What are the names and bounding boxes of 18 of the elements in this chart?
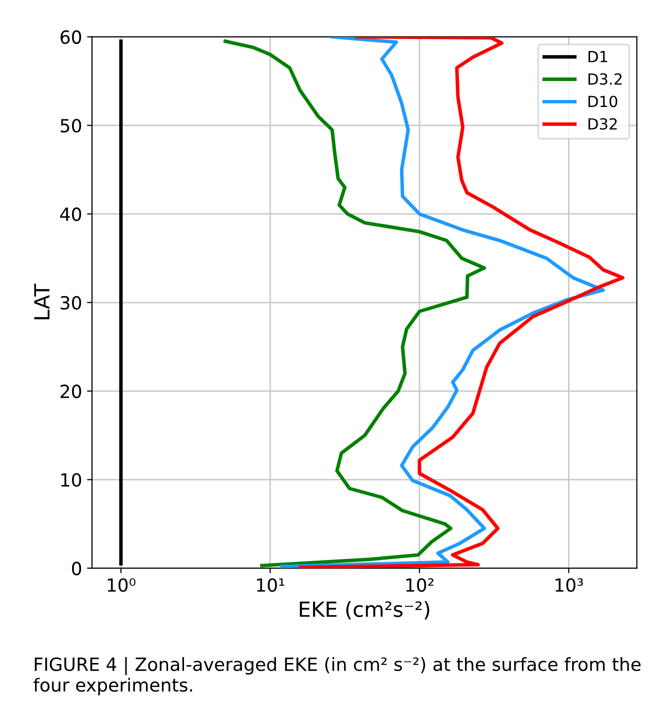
x-tick-label: 10⁰	[108, 578, 136, 592]
legend-label: D10	[588, 96, 618, 108]
legend-label: D32	[588, 118, 617, 130]
y-tick-label: 30	[60, 296, 82, 310]
legend-label: D3.2	[588, 73, 622, 85]
y-tick-label: 20	[60, 384, 82, 398]
y-tick-label: 60	[60, 30, 82, 44]
y-tick-label: 10	[61, 473, 82, 487]
x-tick-label: 10²	[406, 578, 434, 592]
y-tick-label: 40	[60, 207, 82, 222]
y-tick-label: 50	[60, 118, 82, 133]
y-tick-label: 0	[72, 562, 82, 576]
x-tick-label: 10³	[556, 578, 583, 592]
x-axis-title: EKE (cm²s⁻²)	[300, 600, 430, 620]
x-tick-label: 10¹	[257, 578, 284, 592]
y-axis-title: LAT	[34, 284, 50, 320]
caption: FIGURE 4 | Zonal-averaged EKE (in cm² s⁻²) at the surface from the four experiments.	[34, 657, 641, 696]
legend-label: D1	[588, 51, 608, 62]
